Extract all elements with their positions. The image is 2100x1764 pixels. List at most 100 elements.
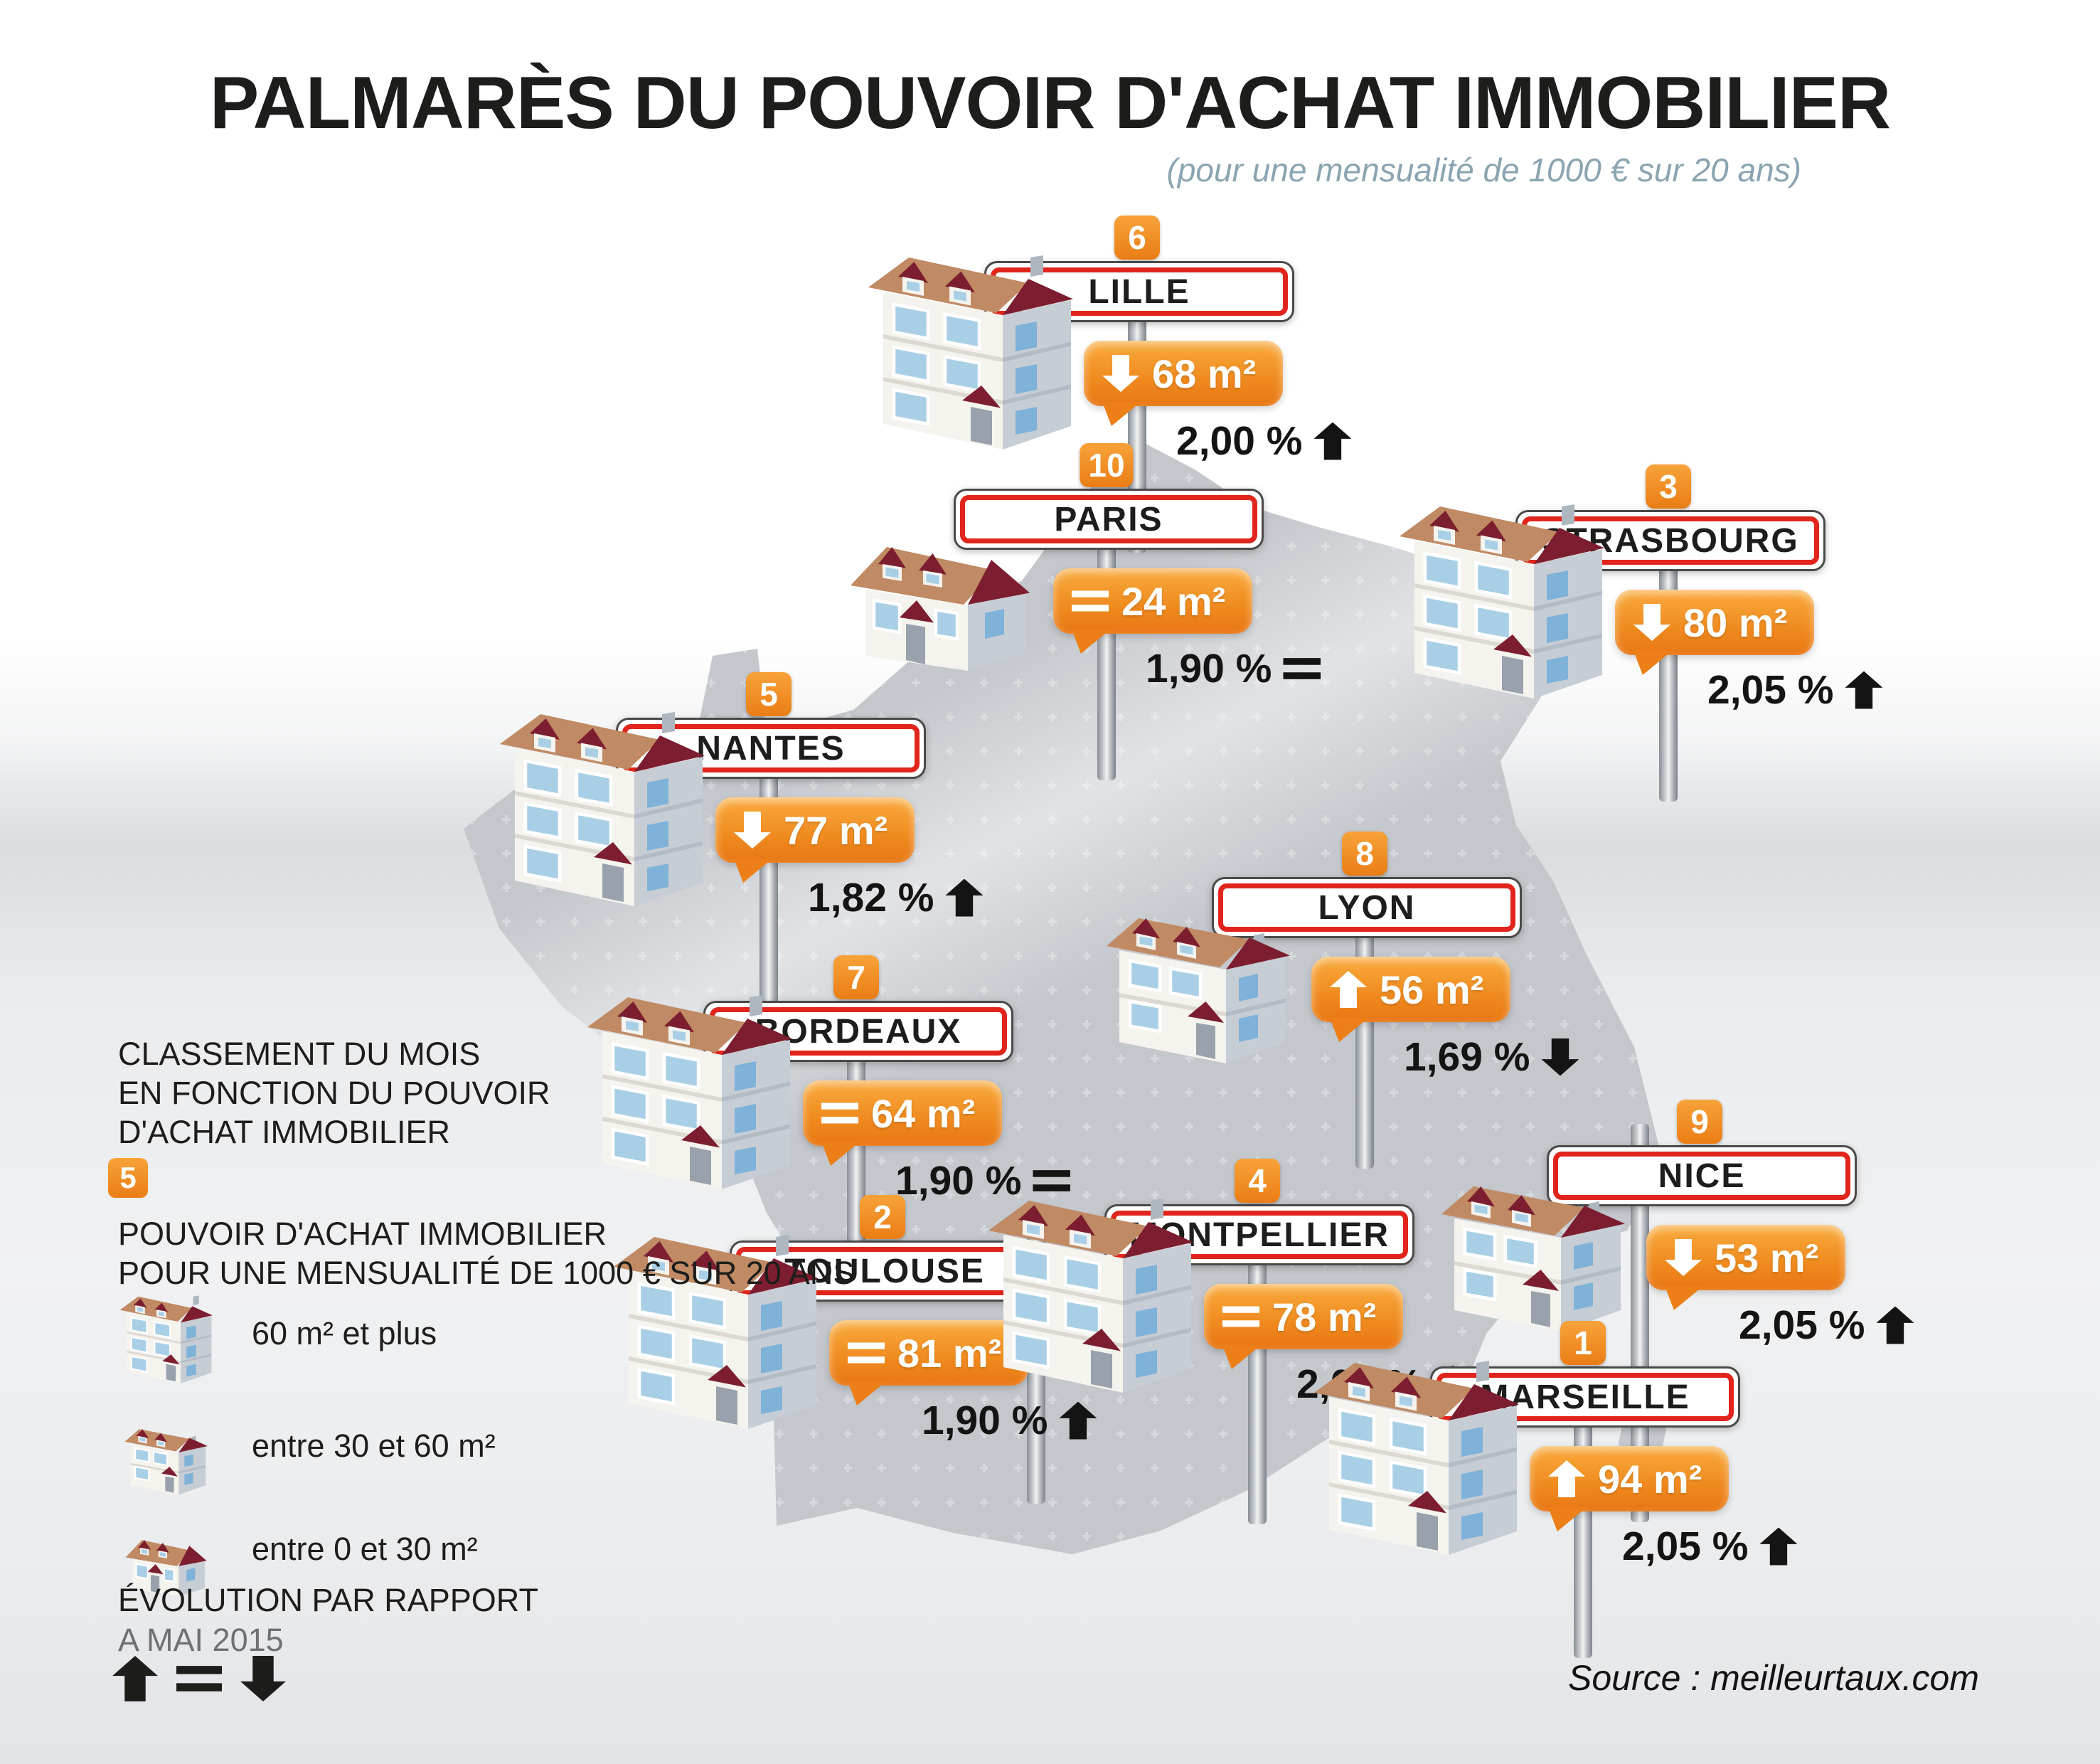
area-trend-icon [821, 1095, 858, 1132]
source-note: Source : meilleurtaux.com [1568, 1658, 1980, 1698]
area-trend-icon [1633, 604, 1670, 641]
building-icon [986, 1160, 1200, 1406]
legend-power-line: POUVOIR D'ACHAT IMMOBILIER [118, 1216, 607, 1252]
building-icon [585, 957, 799, 1202]
rate-value: 2,05 % [1622, 1524, 1749, 1569]
area-value: 94 m² [1598, 1456, 1702, 1502]
rate-row: 2,05 % [1622, 1523, 1797, 1570]
city-name: NICE [1658, 1157, 1746, 1195]
legend-size-label: 60 m² et plus [252, 1315, 437, 1351]
area-value: 78 m² [1272, 1294, 1377, 1339]
rank-badge: 1 [1560, 1321, 1606, 1365]
legend-size-label: entre 30 et 60 m² [252, 1428, 496, 1464]
area-trend-icon [1222, 1298, 1259, 1335]
area-bubble: 77 m² [715, 797, 915, 883]
rate-row: 1,90 % [1146, 645, 1321, 692]
area-value: 77 m² [784, 807, 888, 853]
area-bubble: 80 m² [1615, 590, 1815, 675]
up-arrow-icon [112, 1656, 158, 1701]
large-building-icon [107, 1278, 228, 1389]
area-trend-icon [734, 812, 771, 849]
city-group-toulouse: TOULOUSE 2 81 m² 1,90 % [616, 1191, 1213, 1674]
rate-value: 1,90 % [895, 1158, 1022, 1204]
area-value: 24 m² [1121, 578, 1226, 624]
building-icon [866, 217, 1080, 462]
rate-row: 1,90 % [922, 1397, 1097, 1444]
city-group-lille: LILLE 6 68 m² 2,00 % [870, 211, 1468, 695]
city-group-montpellier: MONTPELLIER 4 78 m² 2,05 % [991, 1154, 1588, 1638]
city-sign: PARIS [954, 489, 1264, 550]
rank-badge: 2 [860, 1195, 905, 1239]
city-name: PARIS [1054, 500, 1163, 538]
city-name: NANTES [696, 729, 846, 767]
area-trend-icon [848, 1334, 885, 1371]
rate-value: 2,05 % [1739, 1302, 1865, 1348]
area-bubble: 94 m² [1530, 1446, 1729, 1531]
rate-trend-icon [1283, 650, 1321, 688]
sign-pole [759, 739, 778, 1009]
building-icon [498, 674, 711, 919]
bubble-tail [1665, 1286, 1703, 1310]
rate-trend-icon [1759, 1528, 1797, 1566]
area-trend-icon [1665, 1239, 1702, 1276]
legend-power-label: POUVOIR D'ACHAT IMMOBILIER POUR UNE MENS… [118, 1215, 854, 1293]
city-sign: LYON [1212, 877, 1522, 938]
area-bubble: 68 m² [1084, 341, 1284, 426]
rate-trend-icon [1845, 671, 1882, 709]
area-value: 56 m² [1380, 967, 1484, 1012]
area-value: 53 m² [1715, 1235, 1819, 1280]
area-trend-icon [1330, 971, 1367, 1008]
legend-size-item: entre 0 et 30 m² [107, 1499, 496, 1599]
city-name: LYON [1318, 888, 1416, 927]
sign-pole [1097, 510, 1116, 780]
down-arrow-icon [240, 1656, 286, 1701]
rank-badge: 3 [1646, 464, 1691, 509]
rank-badge: 4 [1235, 1159, 1280, 1203]
building-icon [836, 445, 1049, 690]
area-bubble: 56 m² [1311, 957, 1511, 1042]
rate-row: 2,00 % [1176, 418, 1351, 464]
rate-trend-icon [945, 879, 983, 917]
rank-badge: 10 [1080, 443, 1134, 487]
legend-evolution-line: A MAI 2015 [118, 1622, 284, 1659]
area-value: 64 m² [871, 1090, 976, 1136]
legend-ranking-label: CLASSEMENT DU MOIS EN FONCTION DU POUVOI… [118, 1035, 550, 1152]
legend-ranking-line: CLASSEMENT DU MOIS [118, 1036, 481, 1072]
medium-building-icon [107, 1391, 228, 1502]
sign-pole [1355, 898, 1374, 1169]
legend-rank-badge: 5 [108, 1158, 148, 1198]
page-title: PALMARÈS DU POUVOIR D'ACHAT IMMOBILIER [209, 62, 1891, 144]
rate-row: 2,05 % [1739, 1302, 1914, 1349]
rate-row: 1,69 % [1404, 1034, 1579, 1080]
area-bubble: 24 m² [1053, 568, 1253, 654]
city-group-paris: PARIS 10 24 m² 1,90 % [840, 439, 1437, 923]
rank-badge: 7 [833, 955, 879, 999]
rate-row: 1,82 % [808, 874, 983, 921]
rank-badge: 9 [1677, 1100, 1722, 1144]
legend-size-item: entre 30 et 60 m² [107, 1393, 496, 1499]
legend-evolution-label: ÉVOLUTION PAR RAPPORT A MAI 2015 [118, 1580, 538, 1661]
rate-value: 1,69 % [1404, 1034, 1530, 1080]
rate-value: 1,82 % [808, 875, 934, 920]
rate-value: 1,90 % [922, 1398, 1048, 1443]
rate-value: 1,90 % [1146, 646, 1272, 691]
legend-size-item: 60 m² et plus [107, 1275, 496, 1393]
city-group-lyon: LYON 8 56 m² 1,69 % [1098, 827, 1695, 1311]
building-icon [1397, 466, 1611, 711]
area-bubble: 78 m² [1204, 1284, 1404, 1369]
rate-value: 2,05 % [1707, 667, 1834, 713]
area-value: 80 m² [1683, 600, 1788, 645]
sign-pole [1659, 531, 1678, 802]
legend-building-sizes: 60 m² et plus entre 30 et 60 m² entre 0 … [107, 1275, 496, 1599]
area-value: 68 m² [1152, 351, 1257, 396]
rate-trend-icon [1541, 1038, 1579, 1076]
city-group-nantes: NANTES 5 77 m² 1,82 % [502, 668, 1099, 1152]
building-icon [1312, 1322, 1525, 1568]
rank-badge: 6 [1114, 216, 1160, 260]
legend-power-line: POUR UNE MENSUALITÉ DE 1000 € SUR 20 ANS [118, 1254, 855, 1291]
rank-badge: 8 [1342, 831, 1387, 876]
rate-value: 2,00 % [1176, 418, 1303, 464]
legend-ranking-line: D'ACHAT IMMOBILIER [118, 1113, 450, 1150]
bubble-tail [848, 1381, 886, 1406]
